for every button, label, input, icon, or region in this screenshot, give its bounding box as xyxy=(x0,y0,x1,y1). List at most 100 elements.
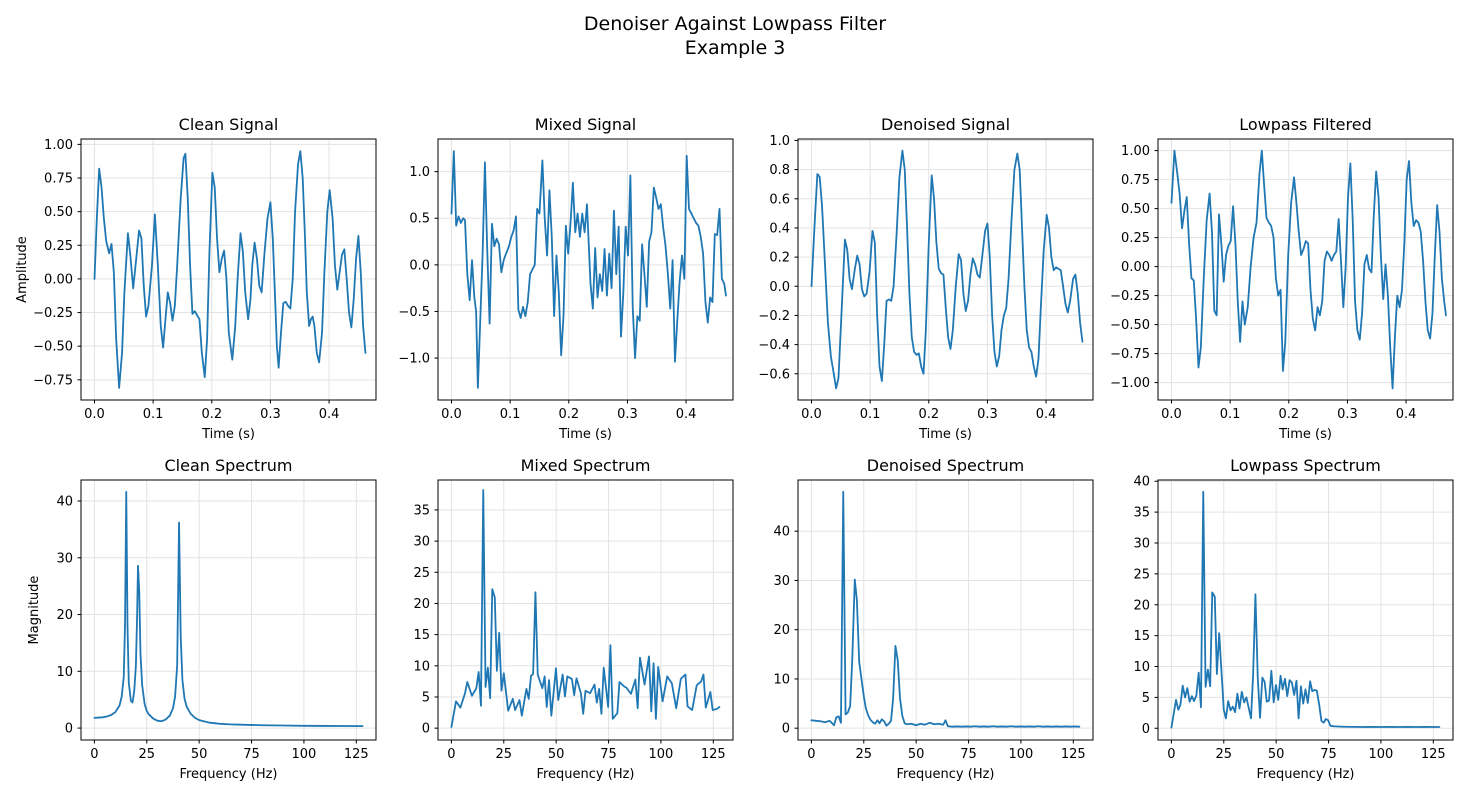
grid-lines xyxy=(438,480,733,740)
y-tick-label: 40 xyxy=(1133,475,1150,490)
y-tick-label: 1.00 xyxy=(1121,144,1150,159)
y-tick-label: −1.0 xyxy=(398,352,430,367)
x-tick-label: 50 xyxy=(548,747,565,762)
x-tick-label: 0.4 xyxy=(676,407,697,422)
y-tick-label: 0.50 xyxy=(44,205,73,220)
x-tick-label: 100 xyxy=(1369,747,1394,762)
x-axis-label: Time (s) xyxy=(918,427,972,442)
y-tick-label: 0.75 xyxy=(44,172,73,187)
y-tick-label: 5 xyxy=(1142,691,1150,706)
grid-lines xyxy=(1158,139,1453,400)
y-tick-label: −0.2 xyxy=(758,309,790,324)
y-tick-label: 25 xyxy=(413,566,430,581)
x-tick-label: 100 xyxy=(649,747,674,762)
x-tick-label: 0.1 xyxy=(1220,407,1241,422)
y-tick-label: 0.00 xyxy=(44,272,73,287)
axes-spines xyxy=(1157,479,1454,741)
y-tick-label: 20 xyxy=(413,597,430,612)
x-tick-label: 75 xyxy=(600,747,617,762)
x-tick-label: 0.4 xyxy=(319,407,340,422)
figure-suptitle: Denoiser Against Lowpass Filter Example … xyxy=(0,12,1470,60)
y-tick-label: 30 xyxy=(1133,536,1150,551)
x-tick-label: 0.1 xyxy=(860,407,881,422)
lowpass-spectrum-chart: 0 25 50 75 100 125 0 5 10 15 20 25 30 35 40 Lowpass Spe… xyxy=(1133,456,1454,782)
mixed-spectrum-chart: 0 25 50 75 100 125 0 5 10 15 20 25 30 35 Mixed Spectru… xyxy=(413,456,734,782)
mixed-signal-chart: 0.0 0.1 0.2 0.3 0.4 1.0 0.5 0.0 −0.5 −1.0 Mixed Si… xyxy=(398,115,734,442)
tick-group: 0.0 0.1 0.2 0.3 0.4 1.0 0.5 0.0 −0.5 −1.0 xyxy=(398,165,696,422)
y-tick-label: 0.75 xyxy=(1121,173,1150,188)
denoised-spectrum-chart: 0 25 50 75 100 125 0 10 20 30 40 Denoised Spectrum F… xyxy=(773,456,1094,782)
y-tick-label: 20 xyxy=(773,623,790,638)
x-tick-label: 0.2 xyxy=(558,407,579,422)
denoised-signal-chart: 0.0 0.1 0.2 0.3 0.4 1.0 0.8 0.6 0.4 0.2 0.0 −0.2 −0.… xyxy=(758,115,1094,442)
suptitle-line2: Example 3 xyxy=(684,37,786,59)
y-tick-label: 30 xyxy=(773,574,790,589)
x-tick-label: 0 xyxy=(807,747,815,762)
y-tick-label: 0 xyxy=(1142,722,1150,737)
y-tick-label: −0.75 xyxy=(1110,347,1150,362)
y-tick-label: 10 xyxy=(56,665,73,680)
tick-group: 0.0 0.1 0.2 0.3 0.4 1.00 0.75 0.50 0.25 0.00 −0.25… xyxy=(33,138,339,422)
y-tick-label: 0.25 xyxy=(44,239,73,254)
subplot-title: Lowpass Filtered xyxy=(1239,115,1372,134)
subplot-title: Clean Spectrum xyxy=(164,456,292,475)
axes-spines xyxy=(80,138,377,401)
x-tick-label: 50 xyxy=(908,747,925,762)
y-tick-label: 15 xyxy=(413,628,430,643)
x-tick-label: 75 xyxy=(243,747,260,762)
y-tick-label: −0.6 xyxy=(758,367,790,382)
x-tick-label: 0.0 xyxy=(801,407,822,422)
x-tick-label: 0.3 xyxy=(1337,407,1358,422)
y-tick-label: −1.00 xyxy=(1110,376,1150,391)
y-tick-label: 25 xyxy=(1133,567,1150,582)
y-tick-label: 1.0 xyxy=(409,165,430,180)
x-tick-label: 125 xyxy=(1421,747,1446,762)
y-tick-label: 15 xyxy=(1133,629,1150,644)
x-axis-label: Time (s) xyxy=(1278,427,1332,442)
tick-group: 0.0 0.1 0.2 0.3 0.4 1.0 0.8 0.6 0.4 0.2 0.0 −0.2 −0.… xyxy=(758,134,1056,422)
x-tick-label: 0.4 xyxy=(1396,407,1417,422)
x-tick-label: 0.2 xyxy=(918,407,939,422)
subplot-title: Clean Signal xyxy=(179,115,279,134)
x-tick-label: 0.1 xyxy=(500,407,521,422)
x-tick-label: 0.3 xyxy=(617,407,638,422)
subplot-title: Denoised Signal xyxy=(881,115,1010,134)
x-tick-label: 100 xyxy=(292,747,317,762)
x-tick-label: 125 xyxy=(701,747,726,762)
y-axis-label: Magnitude xyxy=(27,576,42,645)
axes-spines xyxy=(797,479,1094,741)
y-tick-label: 0.50 xyxy=(1121,202,1150,217)
y-tick-label: 0.5 xyxy=(409,212,430,227)
mixed-spectrum-line xyxy=(450,489,721,728)
x-tick-label: 0 xyxy=(90,747,98,762)
y-tick-label: 0.0 xyxy=(409,258,430,273)
clean-spectrum-chart: 0 25 50 75 100 125 0 10 20 30 40 Clean Spectrum Freq… xyxy=(27,456,377,782)
y-tick-label: 0 xyxy=(782,722,790,737)
x-axis-label: Frequency (Hz) xyxy=(1256,767,1354,782)
axes-spines xyxy=(1157,138,1454,401)
x-tick-label: 75 xyxy=(1320,747,1337,762)
grid-lines xyxy=(1158,480,1453,740)
x-tick-label: 25 xyxy=(1216,747,1233,762)
y-tick-label: 1.00 xyxy=(44,138,73,153)
denoised-signal-line xyxy=(810,149,1084,390)
y-tick-label: 0.25 xyxy=(1121,231,1150,246)
axes-spines xyxy=(797,138,1094,401)
y-tick-label: 30 xyxy=(56,551,73,566)
tick-group: 0 25 50 75 100 125 0 5 10 15 20 25 30 35 xyxy=(413,503,725,762)
x-tick-label: 125 xyxy=(344,747,369,762)
x-axis-label: Frequency (Hz) xyxy=(536,767,634,782)
y-tick-label: 0.4 xyxy=(769,221,790,236)
subplot-title: Lowpass Spectrum xyxy=(1230,456,1381,475)
x-tick-label: 100 xyxy=(1009,747,1034,762)
grid-lines xyxy=(798,480,1093,740)
tick-group: 0.0 0.1 0.2 0.3 0.4 1.00 0.75 0.50 0.25 0.00 −0.25… xyxy=(1110,144,1416,422)
x-tick-label: 0.2 xyxy=(1278,407,1299,422)
y-tick-label: −0.25 xyxy=(33,306,73,321)
y-tick-label: 5 xyxy=(422,690,430,705)
x-tick-label: 25 xyxy=(496,747,513,762)
lowpass-filtered-line xyxy=(1170,149,1447,390)
x-tick-label: 0.0 xyxy=(84,407,105,422)
subplot-title: Mixed Signal xyxy=(535,115,636,134)
axes-spines xyxy=(437,479,734,741)
